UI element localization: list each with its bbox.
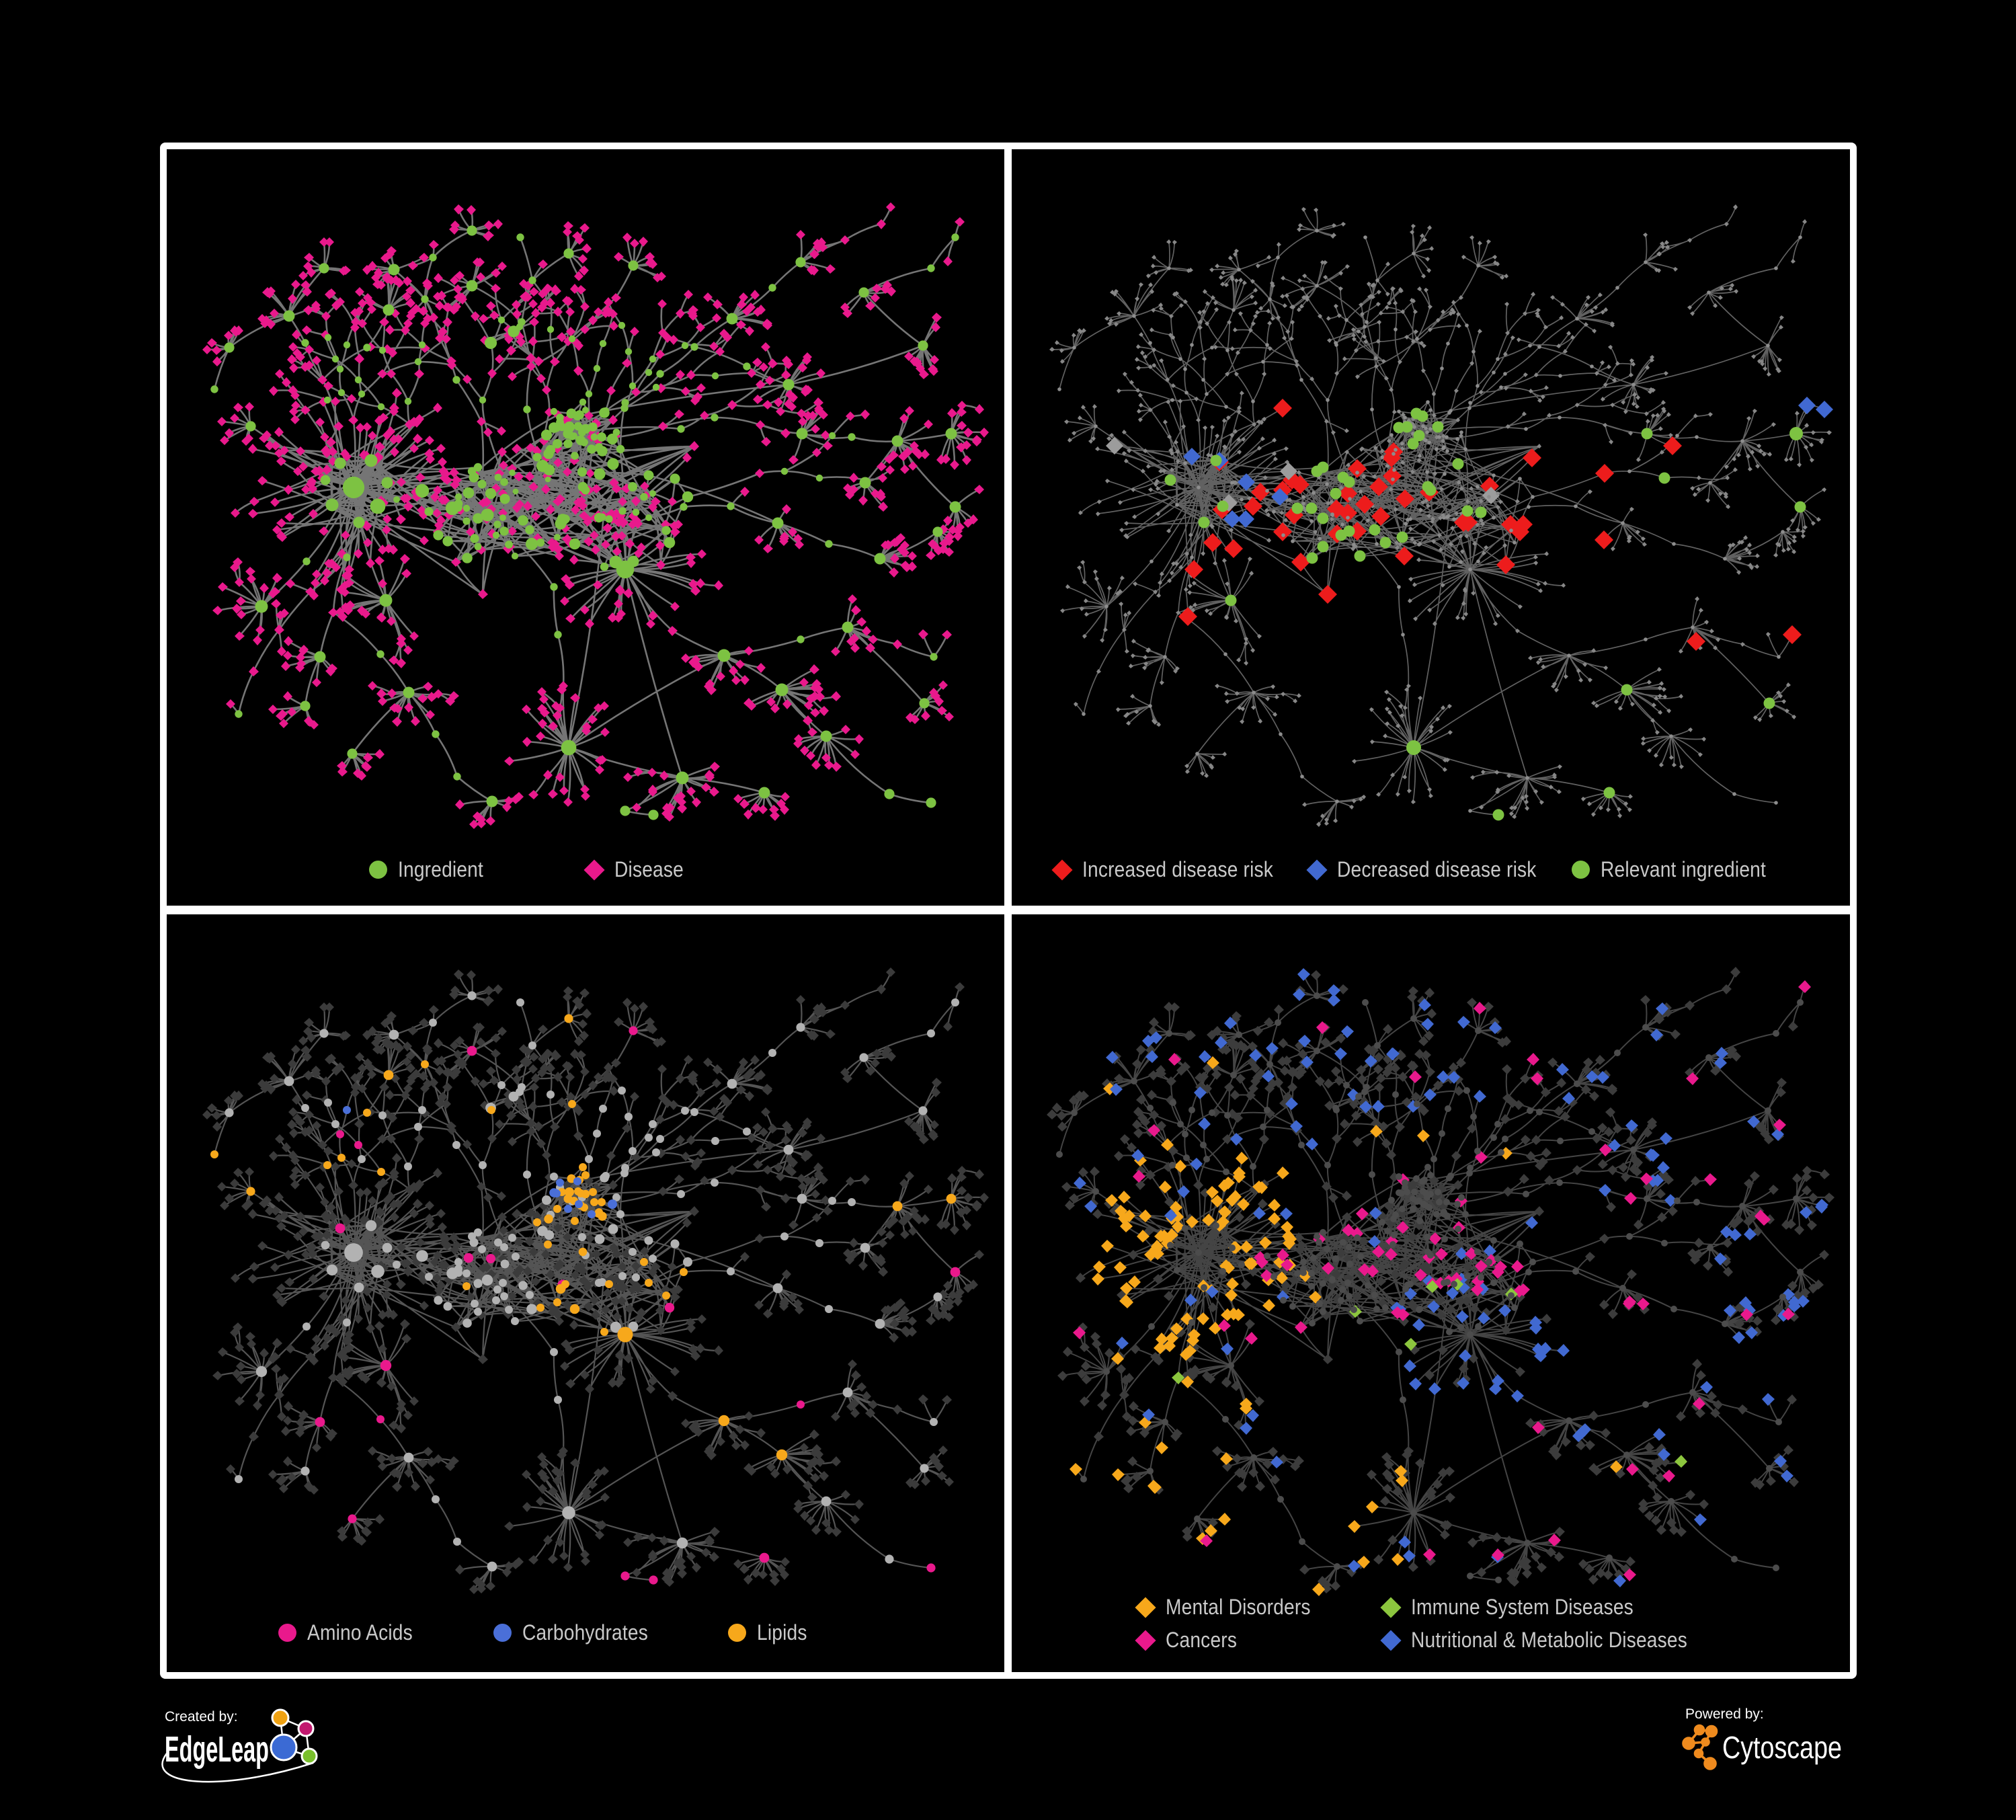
svg-text:EdgeLeap: EdgeLeap: [165, 1729, 269, 1770]
svg-text:Cytoscape: Cytoscape: [1722, 1730, 1842, 1765]
